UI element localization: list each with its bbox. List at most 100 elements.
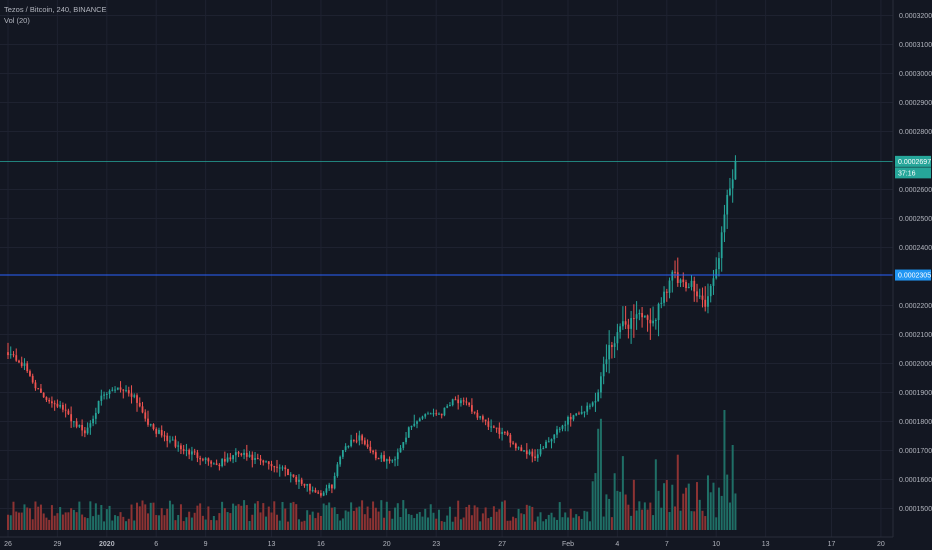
candle[interactable] — [679, 278, 682, 288]
candle[interactable] — [265, 460, 267, 463]
candle[interactable] — [339, 455, 342, 467]
candle[interactable] — [709, 284, 712, 303]
candle[interactable] — [341, 449, 344, 460]
candle[interactable] — [451, 398, 454, 407]
candle[interactable] — [514, 442, 517, 451]
candle[interactable] — [92, 415, 94, 427]
candle[interactable] — [193, 448, 196, 456]
candle[interactable] — [185, 443, 188, 457]
candle[interactable] — [652, 306, 654, 327]
candles[interactable] — [7, 155, 737, 498]
candle[interactable] — [108, 389, 111, 399]
candle[interactable] — [660, 297, 663, 309]
candle[interactable] — [83, 426, 86, 438]
candle[interactable] — [608, 330, 611, 374]
candle[interactable] — [273, 465, 276, 473]
candle[interactable] — [344, 443, 347, 453]
candle[interactable] — [446, 404, 449, 409]
candle[interactable] — [729, 177, 731, 197]
candle[interactable] — [503, 431, 506, 435]
candle[interactable] — [394, 456, 396, 467]
candle[interactable] — [413, 414, 416, 427]
candle[interactable] — [696, 283, 698, 303]
candle[interactable] — [336, 462, 339, 478]
candle[interactable] — [256, 453, 259, 460]
candle[interactable] — [517, 446, 520, 451]
candle[interactable] — [383, 451, 385, 463]
candle[interactable] — [34, 379, 37, 391]
candle[interactable] — [731, 169, 734, 203]
candle[interactable] — [632, 304, 635, 338]
symbol-line[interactable]: Tezos / Bitcoin, 240, BINANCE — [4, 5, 107, 14]
candle[interactable] — [212, 462, 215, 465]
candle[interactable] — [188, 448, 191, 460]
candle[interactable] — [531, 448, 534, 463]
candle[interactable] — [59, 400, 62, 409]
candle[interactable] — [616, 323, 619, 351]
candle[interactable] — [643, 315, 646, 318]
candle[interactable] — [45, 396, 48, 403]
candle[interactable] — [575, 412, 578, 417]
candle[interactable] — [174, 435, 177, 449]
candle[interactable] — [454, 396, 457, 401]
candle[interactable] — [306, 483, 309, 492]
candle[interactable] — [105, 391, 108, 400]
candle[interactable] — [201, 457, 204, 462]
candle[interactable] — [155, 427, 158, 438]
candle[interactable] — [26, 361, 29, 373]
candle[interactable] — [520, 444, 523, 452]
candle[interactable] — [591, 401, 594, 408]
candle[interactable] — [204, 457, 207, 464]
candle[interactable] — [127, 386, 130, 397]
candle[interactable] — [78, 424, 81, 428]
candle[interactable] — [322, 491, 325, 497]
candle[interactable] — [715, 257, 718, 280]
candle[interactable] — [487, 417, 490, 430]
candle[interactable] — [701, 287, 704, 308]
candle[interactable] — [399, 445, 402, 453]
candle[interactable] — [635, 301, 638, 330]
candle[interactable] — [287, 468, 289, 476]
candle[interactable] — [152, 423, 155, 431]
candle[interactable] — [270, 460, 273, 471]
candle[interactable] — [363, 437, 366, 446]
candle[interactable] — [292, 474, 295, 478]
candle[interactable] — [432, 408, 435, 417]
candle[interactable] — [525, 443, 528, 459]
candle[interactable] — [147, 410, 149, 427]
candle[interactable] — [613, 336, 616, 358]
candle[interactable] — [484, 419, 487, 426]
candle[interactable] — [583, 411, 586, 418]
candle[interactable] — [547, 437, 550, 443]
candle[interactable] — [589, 403, 591, 410]
candle[interactable] — [372, 449, 374, 455]
candle[interactable] — [81, 419, 84, 437]
candle[interactable] — [180, 443, 182, 455]
candle[interactable] — [542, 446, 545, 450]
candle[interactable] — [471, 398, 473, 415]
candle[interactable] — [536, 448, 539, 462]
candle[interactable] — [284, 465, 287, 477]
candle[interactable] — [352, 439, 355, 443]
candle[interactable] — [440, 413, 443, 419]
candle[interactable] — [171, 436, 174, 441]
candle[interactable] — [303, 483, 306, 488]
candle[interactable] — [311, 486, 314, 493]
candle[interactable] — [355, 432, 358, 444]
candle[interactable] — [405, 431, 407, 445]
candle[interactable] — [114, 386, 116, 393]
candle[interactable] — [53, 400, 56, 411]
candle[interactable] — [144, 409, 147, 422]
candle[interactable] — [141, 401, 144, 414]
candle[interactable] — [267, 461, 270, 470]
candle[interactable] — [333, 472, 336, 490]
candle[interactable] — [501, 427, 503, 441]
candle[interactable] — [12, 351, 15, 358]
candle[interactable] — [646, 314, 649, 332]
candle[interactable] — [550, 438, 553, 449]
candle[interactable] — [122, 389, 125, 399]
candle[interactable] — [29, 369, 31, 377]
candle[interactable] — [86, 422, 89, 435]
horizontal-lines[interactable] — [0, 160, 893, 276]
